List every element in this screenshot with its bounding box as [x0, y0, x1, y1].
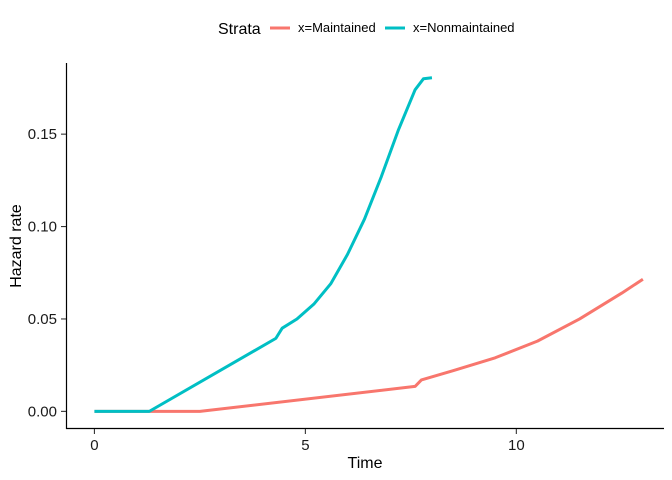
- series-line-maintained: [94, 277, 644, 413]
- series-lines: [94, 76, 644, 413]
- legend-item-maintained: x=Maintained: [270, 20, 376, 35]
- legend-title: Strata: [218, 21, 261, 38]
- x-tick-label: 10: [508, 437, 525, 454]
- y-tick-label: 0.00: [28, 403, 57, 420]
- y-tick-label: 0.10: [28, 219, 57, 236]
- y-tick-label: 0.15: [28, 126, 57, 143]
- plot-area: 0 5 10 0.00 0.05 0.10 0.15: [28, 63, 664, 454]
- legend-label-maintained: x=Maintained: [298, 20, 376, 35]
- axis-ticks: 0 5 10 0.00 0.05 0.10 0.15: [28, 126, 525, 454]
- series-line-nonmaintained: [94, 76, 433, 413]
- x-tick-label: 5: [301, 437, 309, 454]
- x-axis-title: Time: [348, 455, 383, 472]
- y-tick-label: 0.05: [28, 311, 57, 328]
- legend: Strata x=Maintained x=Nonmaintained: [218, 20, 515, 38]
- x-tick-label: 0: [90, 437, 98, 454]
- y-axis-title: Hazard rate: [8, 204, 25, 288]
- legend-item-nonmaintained: x=Nonmaintained: [385, 20, 515, 35]
- legend-label-nonmaintained: x=Nonmaintained: [413, 20, 515, 35]
